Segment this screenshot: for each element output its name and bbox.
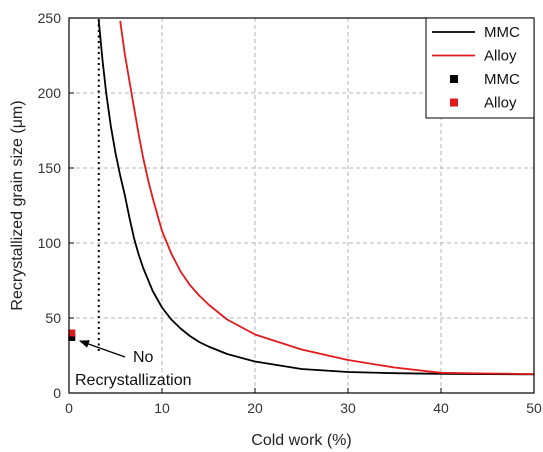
x-tick-label: 20 [247, 400, 263, 416]
y-tick-label: 100 [38, 235, 62, 251]
legend-swatch-marker-alloy [450, 98, 458, 107]
y-tick-label: 200 [38, 85, 62, 101]
y-tick-label: 250 [38, 10, 62, 26]
y-tick-label: 150 [38, 160, 62, 176]
legend-label-alloy: Alloy [484, 95, 517, 112]
y-axis-title: Recrystallized grain size (μm) [9, 100, 26, 310]
x-tick-label: 50 [526, 400, 542, 416]
series-line-alloy [119, 20, 534, 375]
plot-frame [68, 17, 535, 394]
legend-box [425, 17, 535, 119]
series-lines [97, 20, 534, 376]
axis-tick-labels: 0 10 20 30 40 50 0 50 100 150 200 250 [38, 10, 542, 416]
scatter-markers [68, 329, 76, 341]
y-tick-label: 50 [45, 310, 61, 326]
axis-ticks [68, 17, 535, 394]
x-tick-label: 30 [340, 400, 356, 416]
y-tick-label: 0 [53, 385, 61, 401]
legend-label-mmc: MMC [484, 24, 520, 41]
legend-label-alloy: Alloy [484, 48, 517, 65]
annotation-line-1: No [133, 349, 154, 366]
legend-label-mmc: MMC [484, 71, 520, 88]
legend-swatch-marker-mmc [450, 75, 458, 83]
data-point-mmc [68, 334, 76, 341]
x-axis-title: Cold work (%) [251, 432, 351, 449]
legend: MMC Alloy MMC Alloy [425, 17, 535, 119]
x-tick-label: 10 [154, 400, 170, 416]
annotation-group: No Recrystallization [75, 340, 191, 389]
annotation-arrow [79, 340, 126, 358]
x-tick-label: 40 [433, 400, 449, 416]
x-tick-label: 0 [65, 400, 73, 416]
series-line-mmc [97, 20, 534, 376]
annotation-line-2: Recrystallization [75, 372, 191, 389]
data-point-alloy [68, 329, 76, 337]
